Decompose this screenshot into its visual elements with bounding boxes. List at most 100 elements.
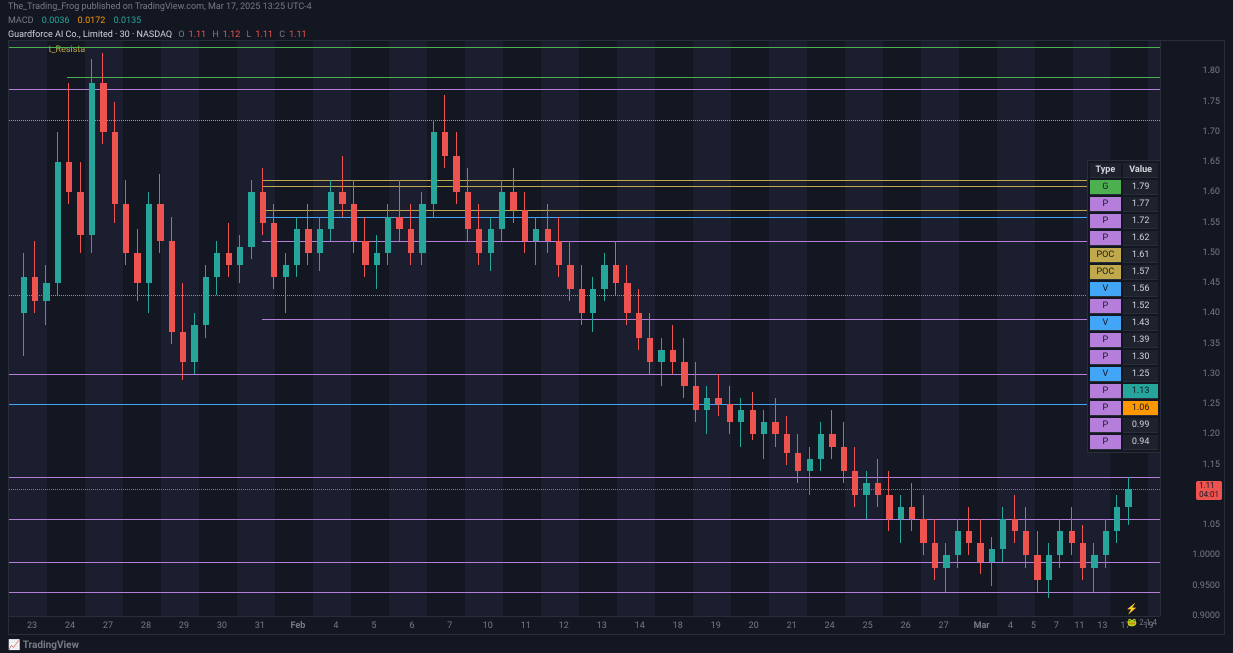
candle[interactable]: [1023, 531, 1029, 555]
sr-line[interactable]: [262, 241, 1160, 242]
candle[interactable]: [647, 338, 653, 362]
candle[interactable]: [362, 241, 368, 265]
candle[interactable]: [818, 434, 824, 458]
candle[interactable]: [727, 404, 733, 422]
candle[interactable]: [545, 229, 551, 241]
candle[interactable]: [32, 277, 38, 301]
sr-line[interactable]: [262, 180, 1160, 181]
candle[interactable]: [260, 192, 266, 222]
candle[interactable]: [146, 204, 152, 283]
candle[interactable]: [863, 483, 869, 495]
candle[interactable]: [943, 555, 949, 567]
candle[interactable]: [1103, 531, 1109, 555]
candle[interactable]: [989, 549, 995, 561]
candle[interactable]: [966, 531, 972, 543]
candle[interactable]: [898, 507, 904, 519]
candle[interactable]: [670, 350, 676, 362]
sr-line[interactable]: [9, 592, 1160, 593]
candle[interactable]: [567, 265, 573, 289]
price-axis[interactable]: 1.801.751.701.651.601.551.501.451.401.35…: [1160, 41, 1224, 616]
sr-line[interactable]: [9, 120, 1160, 121]
candle[interactable]: [761, 422, 767, 434]
candle[interactable]: [658, 350, 664, 362]
candle[interactable]: [715, 398, 721, 404]
candle[interactable]: [77, 192, 83, 234]
candle[interactable]: [419, 204, 425, 252]
sr-line[interactable]: [67, 77, 1160, 78]
candle[interactable]: [169, 241, 175, 332]
candle[interactable]: [237, 247, 243, 265]
candle[interactable]: [499, 192, 505, 228]
candle[interactable]: [1080, 543, 1086, 567]
candle[interactable]: [1057, 531, 1063, 555]
sr-line[interactable]: [9, 489, 1160, 490]
candle[interactable]: [1091, 555, 1097, 567]
candle[interactable]: [191, 325, 197, 361]
candle[interactable]: [613, 265, 619, 283]
candle[interactable]: [750, 410, 756, 434]
candle[interactable]: [442, 132, 448, 156]
candle[interactable]: [807, 459, 813, 471]
candle[interactable]: [89, 83, 95, 234]
candle[interactable]: [636, 313, 642, 337]
candle[interactable]: [21, 277, 27, 313]
sr-line[interactable]: [262, 186, 1160, 187]
candle[interactable]: [317, 229, 323, 253]
candle[interactable]: [374, 253, 380, 265]
candle[interactable]: [590, 289, 596, 313]
sr-line[interactable]: [9, 47, 1160, 48]
candle[interactable]: [112, 132, 118, 205]
sr-line[interactable]: [262, 210, 1160, 211]
candle[interactable]: [533, 229, 539, 241]
candle[interactable]: [157, 204, 163, 240]
candle[interactable]: [886, 495, 892, 519]
candle[interactable]: [579, 289, 585, 313]
candle[interactable]: [681, 362, 687, 386]
candle[interactable]: [795, 453, 801, 471]
candle[interactable]: [704, 398, 710, 410]
candle[interactable]: [1046, 555, 1052, 579]
candle[interactable]: [123, 204, 129, 252]
candle[interactable]: [271, 223, 277, 277]
candle[interactable]: [294, 229, 300, 265]
candle[interactable]: [55, 162, 61, 283]
candle[interactable]: [476, 229, 482, 253]
sr-line[interactable]: [9, 477, 1160, 478]
candle[interactable]: [932, 543, 938, 567]
candle[interactable]: [772, 422, 778, 434]
sr-line[interactable]: [9, 89, 1160, 90]
candle[interactable]: [624, 283, 630, 313]
candle[interactable]: [203, 277, 209, 325]
candle[interactable]: [920, 519, 926, 543]
candle[interactable]: [1125, 489, 1131, 507]
candle[interactable]: [180, 332, 186, 362]
candle[interactable]: [875, 483, 881, 495]
candle[interactable]: [43, 283, 49, 301]
candle[interactable]: [841, 447, 847, 471]
candle[interactable]: [465, 192, 471, 228]
candle[interactable]: [977, 543, 983, 561]
candle[interactable]: [248, 192, 254, 246]
sr-line[interactable]: [9, 404, 1160, 405]
candle[interactable]: [556, 241, 562, 265]
candle[interactable]: [1069, 531, 1075, 543]
candle[interactable]: [305, 229, 311, 253]
candle[interactable]: [283, 265, 289, 277]
candle[interactable]: [829, 434, 835, 446]
candle[interactable]: [510, 192, 516, 210]
candle[interactable]: [66, 162, 72, 192]
candle[interactable]: [408, 229, 414, 253]
candle[interactable]: [784, 434, 790, 452]
candle[interactable]: [214, 253, 220, 277]
candle[interactable]: [852, 471, 858, 495]
candle[interactable]: [328, 192, 334, 228]
candle[interactable]: [385, 217, 391, 253]
candle[interactable]: [1000, 519, 1006, 549]
sr-line[interactable]: [262, 319, 1160, 320]
candle[interactable]: [522, 210, 528, 240]
candle[interactable]: [693, 386, 699, 410]
candle[interactable]: [351, 204, 357, 240]
candle[interactable]: [601, 265, 607, 289]
chart-panel[interactable]: 1.84 (240)1.79 (240)1.77 (240, 30) :: V1…: [8, 40, 1225, 635]
candle[interactable]: [226, 253, 232, 265]
